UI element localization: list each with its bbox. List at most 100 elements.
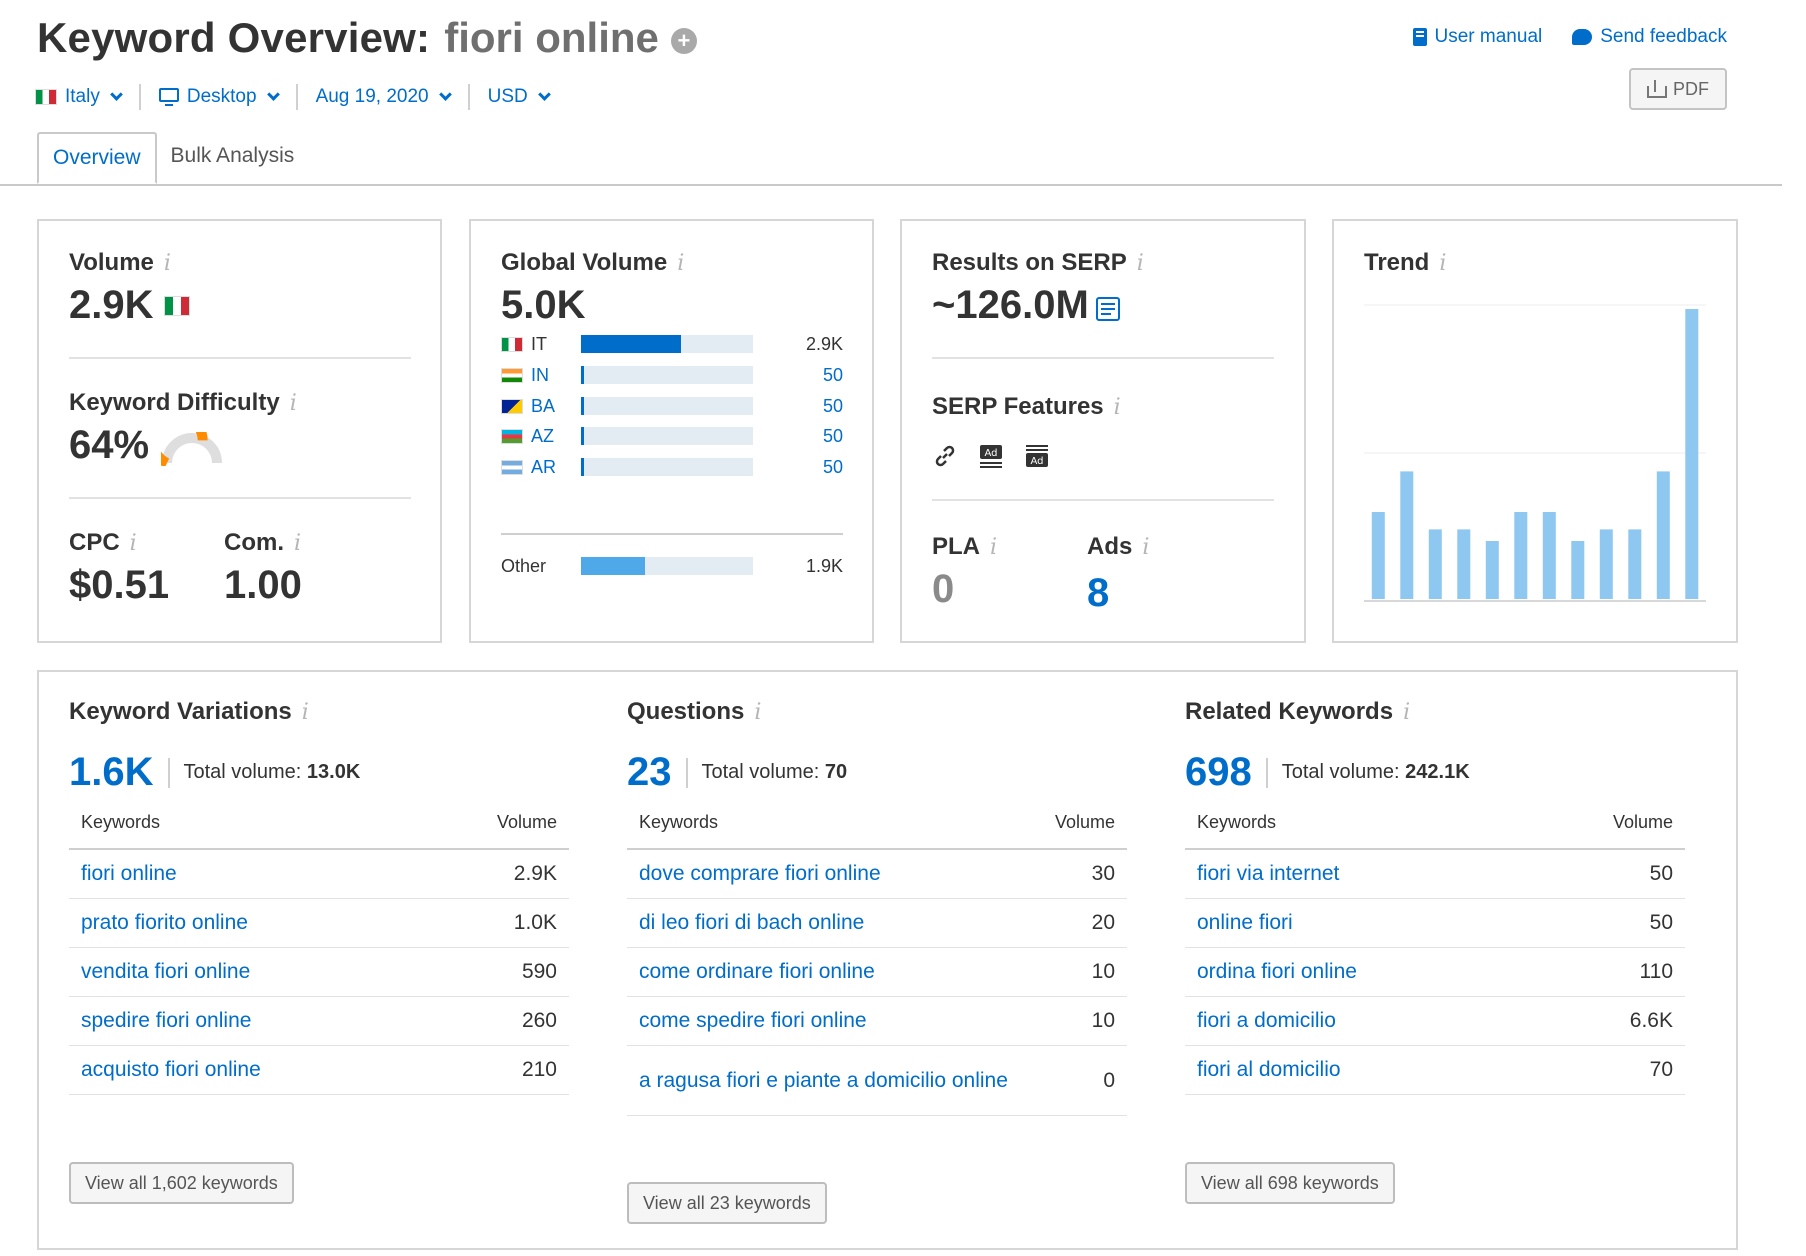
tab-bulk-analysis[interactable]: Bulk Analysis [170,144,295,167]
info-icon[interactable]: i [289,390,297,416]
trend-bar[interactable] [1628,529,1642,599]
trend-bar[interactable] [1571,541,1585,599]
trend-bar[interactable] [1400,471,1414,599]
country-volume[interactable]: 50 [822,364,843,385]
country-volume[interactable]: 50 [822,425,843,446]
keyword-volume: 50 [1649,911,1673,934]
keyword-link[interactable]: acquisto fiori online [81,1058,261,1081]
ad-top-label: Ad [984,448,997,459]
keyword-link[interactable]: ordina fiori online [1197,960,1357,983]
keyword-link[interactable]: come ordinare fiori online [639,960,875,983]
it-flag-icon [501,336,523,352]
cpc-value: $0.51 [69,563,170,607]
keyword-volume: 6.6K [1629,1009,1673,1032]
italy-flag-icon [35,89,57,105]
ads-value[interactable]: 8 [1087,571,1110,615]
divider [69,357,411,359]
info-icon[interactable]: i [1439,250,1447,276]
info-icon[interactable]: i [1142,534,1150,560]
country-code[interactable]: BA [531,395,556,416]
keyword-volume: 590 [521,960,557,983]
device-selector[interactable]: Desktop [141,84,298,110]
table-row: fiori a domicilio 6.6K [1185,997,1685,1046]
info-icon[interactable]: i [1113,394,1121,420]
keyword-link[interactable]: vendita fiori online [81,960,251,983]
kd-gauge-icon [161,431,223,466]
chat-bubble-icon [1572,29,1593,45]
info-icon[interactable]: i [1136,250,1144,276]
trend-bar[interactable] [1428,529,1442,599]
keyword-variations-count[interactable]: 1.6K [69,750,154,794]
total-volume-value: 13.0K [306,761,361,783]
keyword-link[interactable]: fiori a domicilio [1197,1009,1336,1032]
country-selector[interactable]: Italy [35,84,141,110]
tab-overview[interactable]: Overview [37,132,157,184]
info-icon[interactable]: i [129,530,137,556]
ad-bottom-icon[interactable]: Ad [1024,443,1050,469]
pla-label: PLA [932,533,980,560]
total-volume-value: 70 [824,761,848,783]
desktop-icon [158,88,179,106]
info-icon[interactable]: i [990,534,998,560]
date-selector[interactable]: Aug 19, 2020 [298,84,470,110]
info-icon[interactable]: i [677,250,685,276]
share-bar-fill [581,557,645,575]
link-icon[interactable] [932,443,958,469]
questions-title: Questions [627,698,745,725]
pla-heading: PLA i [932,533,997,561]
info-icon[interactable]: i [754,699,762,725]
country-row-it: IT 2.9K [501,333,843,355]
view-all-variations-button[interactable]: View all 1,602 keywords [69,1162,294,1204]
keyword-link[interactable]: fiori online [81,862,177,885]
info-icon[interactable]: i [294,530,302,556]
country-code[interactable]: IN [531,364,549,385]
ar-flag-icon [501,459,523,475]
questions-count[interactable]: 23 [627,750,672,794]
ad-top-icon[interactable]: Ad [978,443,1004,469]
country-volume[interactable]: 50 [822,395,843,416]
trend-bar[interactable] [1371,512,1385,599]
keyword-link[interactable]: come spedire fiori online [639,1009,867,1032]
table-row: dove comprare fiori online 30 [627,850,1127,899]
keyword-link[interactable]: online fiori [1197,911,1293,934]
pdf-export-button[interactable]: PDF [1629,68,1727,110]
trend-bar[interactable] [1656,471,1670,599]
view-all-questions-button[interactable]: View all 23 keywords [627,1182,827,1224]
keyword-link[interactable]: fiori via internet [1197,862,1340,885]
table-row: vendita fiori online 590 [69,948,569,997]
serp-snapshot-icon[interactable] [1095,296,1121,322]
add-to-list-icon[interactable]: + [670,28,697,54]
view-all-related-button[interactable]: View all 698 keywords [1185,1162,1395,1204]
currency-selector[interactable]: USD [470,84,567,110]
ads-heading: Ads i [1087,533,1149,561]
keyword-variations-section: Keyword Variations i 1.6K Total volume: … [69,672,569,1242]
info-icon[interactable]: i [1403,699,1411,725]
country-volume[interactable]: 50 [822,456,843,477]
trend-bar[interactable] [1485,541,1499,599]
keyword-link[interactable]: prato fiorito online [81,911,248,934]
country-code[interactable]: AZ [531,425,555,446]
related-keywords-summary: 698 Total volume: 242.1K [1185,750,1470,795]
user-manual-link[interactable]: User manual [1412,26,1542,48]
trend-bar[interactable] [1542,512,1556,599]
info-icon[interactable]: i [163,250,171,276]
trend-bar[interactable] [1599,529,1613,599]
trend-bar[interactable] [1457,529,1471,599]
keyword-link[interactable]: spedire fiori online [81,1009,252,1032]
country-code[interactable]: AR [531,456,557,477]
questions-section: Questions i 23 Total volume: 70 Keywords… [627,672,1127,1242]
keyword-link[interactable]: di leo fiori di bach online [639,911,865,934]
total-volume-label: Total volume: [701,761,820,783]
keyword-link[interactable]: dove comprare fiori online [639,862,881,885]
keyword-volume: 50 [1649,862,1673,885]
serp-features-label: SERP Features [932,393,1104,420]
trend-bar[interactable] [1514,512,1528,599]
info-icon[interactable]: i [301,699,309,725]
send-feedback-link[interactable]: Send feedback [1572,26,1727,48]
related-keywords-count[interactable]: 698 [1185,750,1252,794]
chevron-down-icon [266,88,280,101]
trend-bar[interactable] [1685,309,1699,599]
keyword-link[interactable]: fiori al domicilio [1197,1058,1341,1081]
total-volume-label: Total volume: [183,761,302,783]
keyword-link[interactable]: a ragusa fiori e piante a domicilio onli… [639,1068,1008,1092]
